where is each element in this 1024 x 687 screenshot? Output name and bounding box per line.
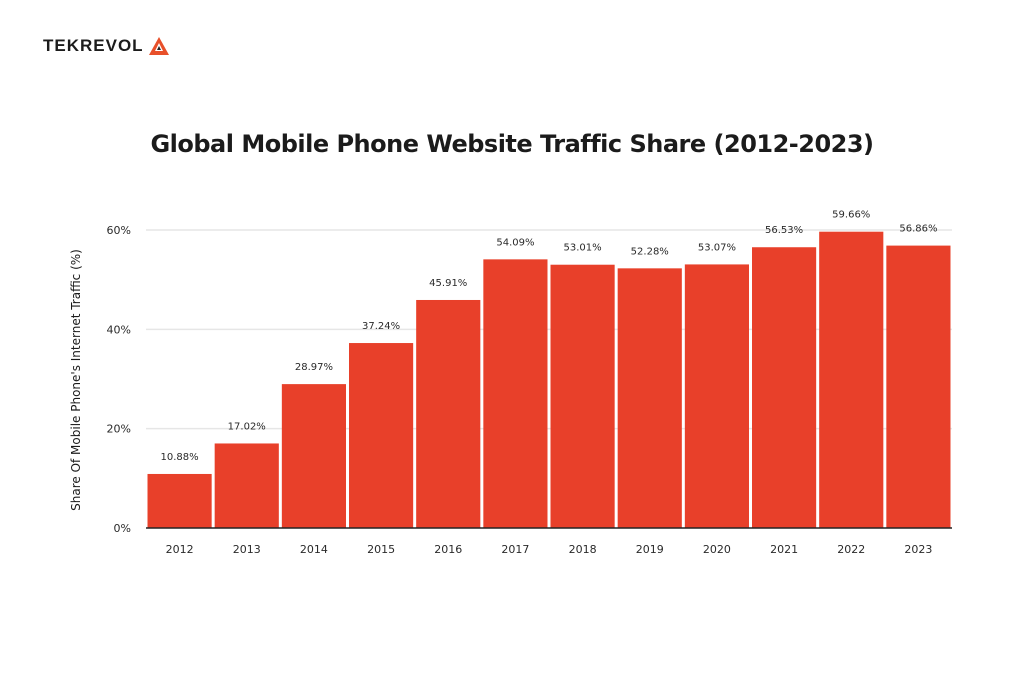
y-tick-label: 60% — [107, 224, 131, 237]
bar-2016 — [416, 299, 481, 528]
data-label: 52.28% — [631, 246, 669, 257]
data-label: 37.24% — [362, 321, 400, 332]
bar-2020 — [684, 264, 749, 528]
bar-2013 — [214, 443, 279, 528]
data-label: 28.97% — [295, 362, 333, 373]
brand-name: TEKREVOL — [43, 36, 144, 55]
bar-2015 — [349, 343, 414, 528]
data-label: 10.88% — [161, 452, 199, 463]
y-tick-label: 40% — [107, 323, 131, 336]
data-label: 53.01% — [564, 243, 602, 254]
bar-2014 — [281, 384, 346, 528]
data-label: 17.02% — [228, 421, 266, 432]
brand-logo: TEKREVOL — [43, 36, 170, 56]
x-tick-label: 2021 — [770, 543, 798, 556]
x-tick-label: 2020 — [703, 543, 731, 556]
x-tick-label: 2023 — [904, 543, 932, 556]
x-tick-label: 2012 — [166, 543, 194, 556]
y-tick-label: 0% — [114, 522, 131, 535]
triangle-logo-icon — [148, 37, 169, 55]
bar-2018 — [550, 264, 615, 528]
data-label: 56.86% — [899, 224, 937, 235]
y-axis-label: Share Of Mobile Phone's Internet Traffic… — [69, 249, 83, 511]
x-tick-label: 2018 — [569, 543, 597, 556]
bar-2023 — [886, 245, 951, 528]
data-label: 53.07% — [698, 242, 736, 253]
bar-2022 — [819, 231, 884, 528]
data-label: 45.91% — [429, 278, 467, 289]
data-label: 54.09% — [496, 237, 534, 248]
data-label: 56.53% — [765, 225, 803, 236]
x-tick-label: 2019 — [636, 543, 664, 556]
x-tick-label: 2013 — [233, 543, 261, 556]
x-tick-label: 2014 — [300, 543, 328, 556]
bar-2012 — [147, 473, 212, 528]
y-tick-label: 20% — [107, 423, 131, 436]
bar-2019 — [617, 268, 682, 528]
x-tick-label: 2015 — [367, 543, 395, 556]
x-tick-label: 2022 — [837, 543, 865, 556]
data-label: 59.66% — [832, 210, 870, 221]
x-tick-label: 2017 — [501, 543, 529, 556]
chart-title: Global Mobile Phone Website Traffic Shar… — [150, 130, 874, 158]
x-tick-label: 2016 — [434, 543, 462, 556]
bar-2017 — [483, 259, 548, 528]
bar-2021 — [752, 247, 817, 529]
